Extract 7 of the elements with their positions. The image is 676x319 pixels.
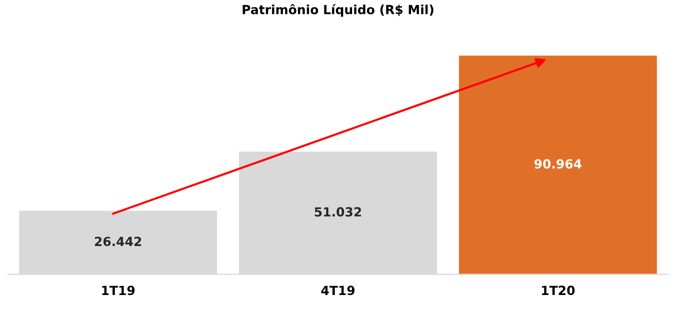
data-label: 90.964 — [534, 159, 582, 169]
x-tick-label: 4T19 — [321, 286, 355, 296]
chart-title: Patrimônio Líquido (R$ Mil) — [242, 4, 434, 17]
data-label: 51.032 — [314, 207, 362, 217]
x-tick-label: 1T20 — [542, 286, 575, 296]
x-tick-label: 1T19 — [102, 286, 135, 296]
data-label: 26.442 — [94, 236, 142, 246]
